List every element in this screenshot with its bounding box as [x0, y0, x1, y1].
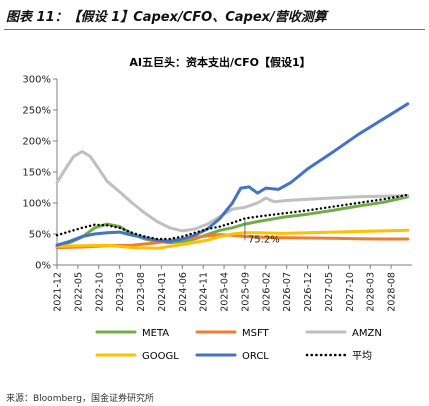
- legend-label-平均: 平均: [352, 350, 372, 362]
- x-tick-label: 2025-09: [240, 272, 251, 312]
- x-tick-label: 2021-12: [53, 272, 64, 312]
- x-tick-label: 2024-06: [178, 272, 189, 312]
- x-tick-label: 2028-03: [366, 272, 377, 312]
- series-line-平均: [55, 193, 409, 241]
- title-divider: [4, 29, 425, 30]
- y-tick-label: 300%: [22, 75, 51, 86]
- series-lines: [55, 102, 410, 250]
- x-tick-label: 2024-11: [199, 272, 210, 312]
- legend: META MSFT AMZN GOOGL ORCL 平均: [95, 328, 382, 362]
- x-tick-label: 2026-07: [282, 272, 293, 312]
- annotation-label: 75.2%: [248, 234, 280, 245]
- x-tick-label: 2022-10: [94, 272, 105, 312]
- x-tick-label: 2023-03: [115, 272, 126, 312]
- figure-title: 图表 11：【假设 1】Capex/CFO、Capex/营收测算: [6, 10, 327, 25]
- series-line-googl: [55, 228, 410, 250]
- legend-label-amzn: AMZN: [352, 328, 382, 339]
- y-tick-label: 150%: [22, 168, 51, 179]
- x-tick-label: 2027-10: [345, 272, 356, 312]
- x-tick-label: 2026-02: [261, 272, 272, 312]
- x-tick-label: 2026-12: [303, 272, 314, 312]
- legend-label-orcl: ORCL: [242, 351, 269, 362]
- x-tick-label: 2025-04: [220, 272, 231, 312]
- y-tick-label: 100%: [22, 199, 51, 210]
- x-tick-label: 2027-05: [324, 272, 335, 312]
- y-tick-label: 50%: [29, 230, 51, 241]
- legend-label-googl: GOOGL: [142, 351, 179, 362]
- legend-label-meta: META: [142, 328, 169, 339]
- y-tick-label: 200%: [22, 137, 51, 148]
- x-tick-label: 2024-01: [157, 272, 168, 312]
- axes: 0% 50% 100% 150% 200% 250% 300% 2021-12 2022-05 2…: [22, 75, 412, 312]
- x-tick-label: 2028-08: [387, 272, 398, 312]
- legend-label-msft: MSFT: [242, 328, 270, 339]
- y-tick-label: 250%: [22, 106, 51, 117]
- annotation: 75.2%: [244, 218, 280, 245]
- x-tick-label: 2022-05: [73, 272, 84, 312]
- y-tick-label: 0%: [35, 261, 51, 272]
- source-note: 来源：Bloomberg，国金证券研究所: [6, 394, 154, 404]
- series-line-orcl: [55, 102, 410, 247]
- chart-title: AI五巨头：资本支出/CFO【假设1】: [129, 55, 310, 69]
- x-tick-label: 2023-08: [136, 272, 147, 312]
- series-line-amzn: [55, 150, 410, 233]
